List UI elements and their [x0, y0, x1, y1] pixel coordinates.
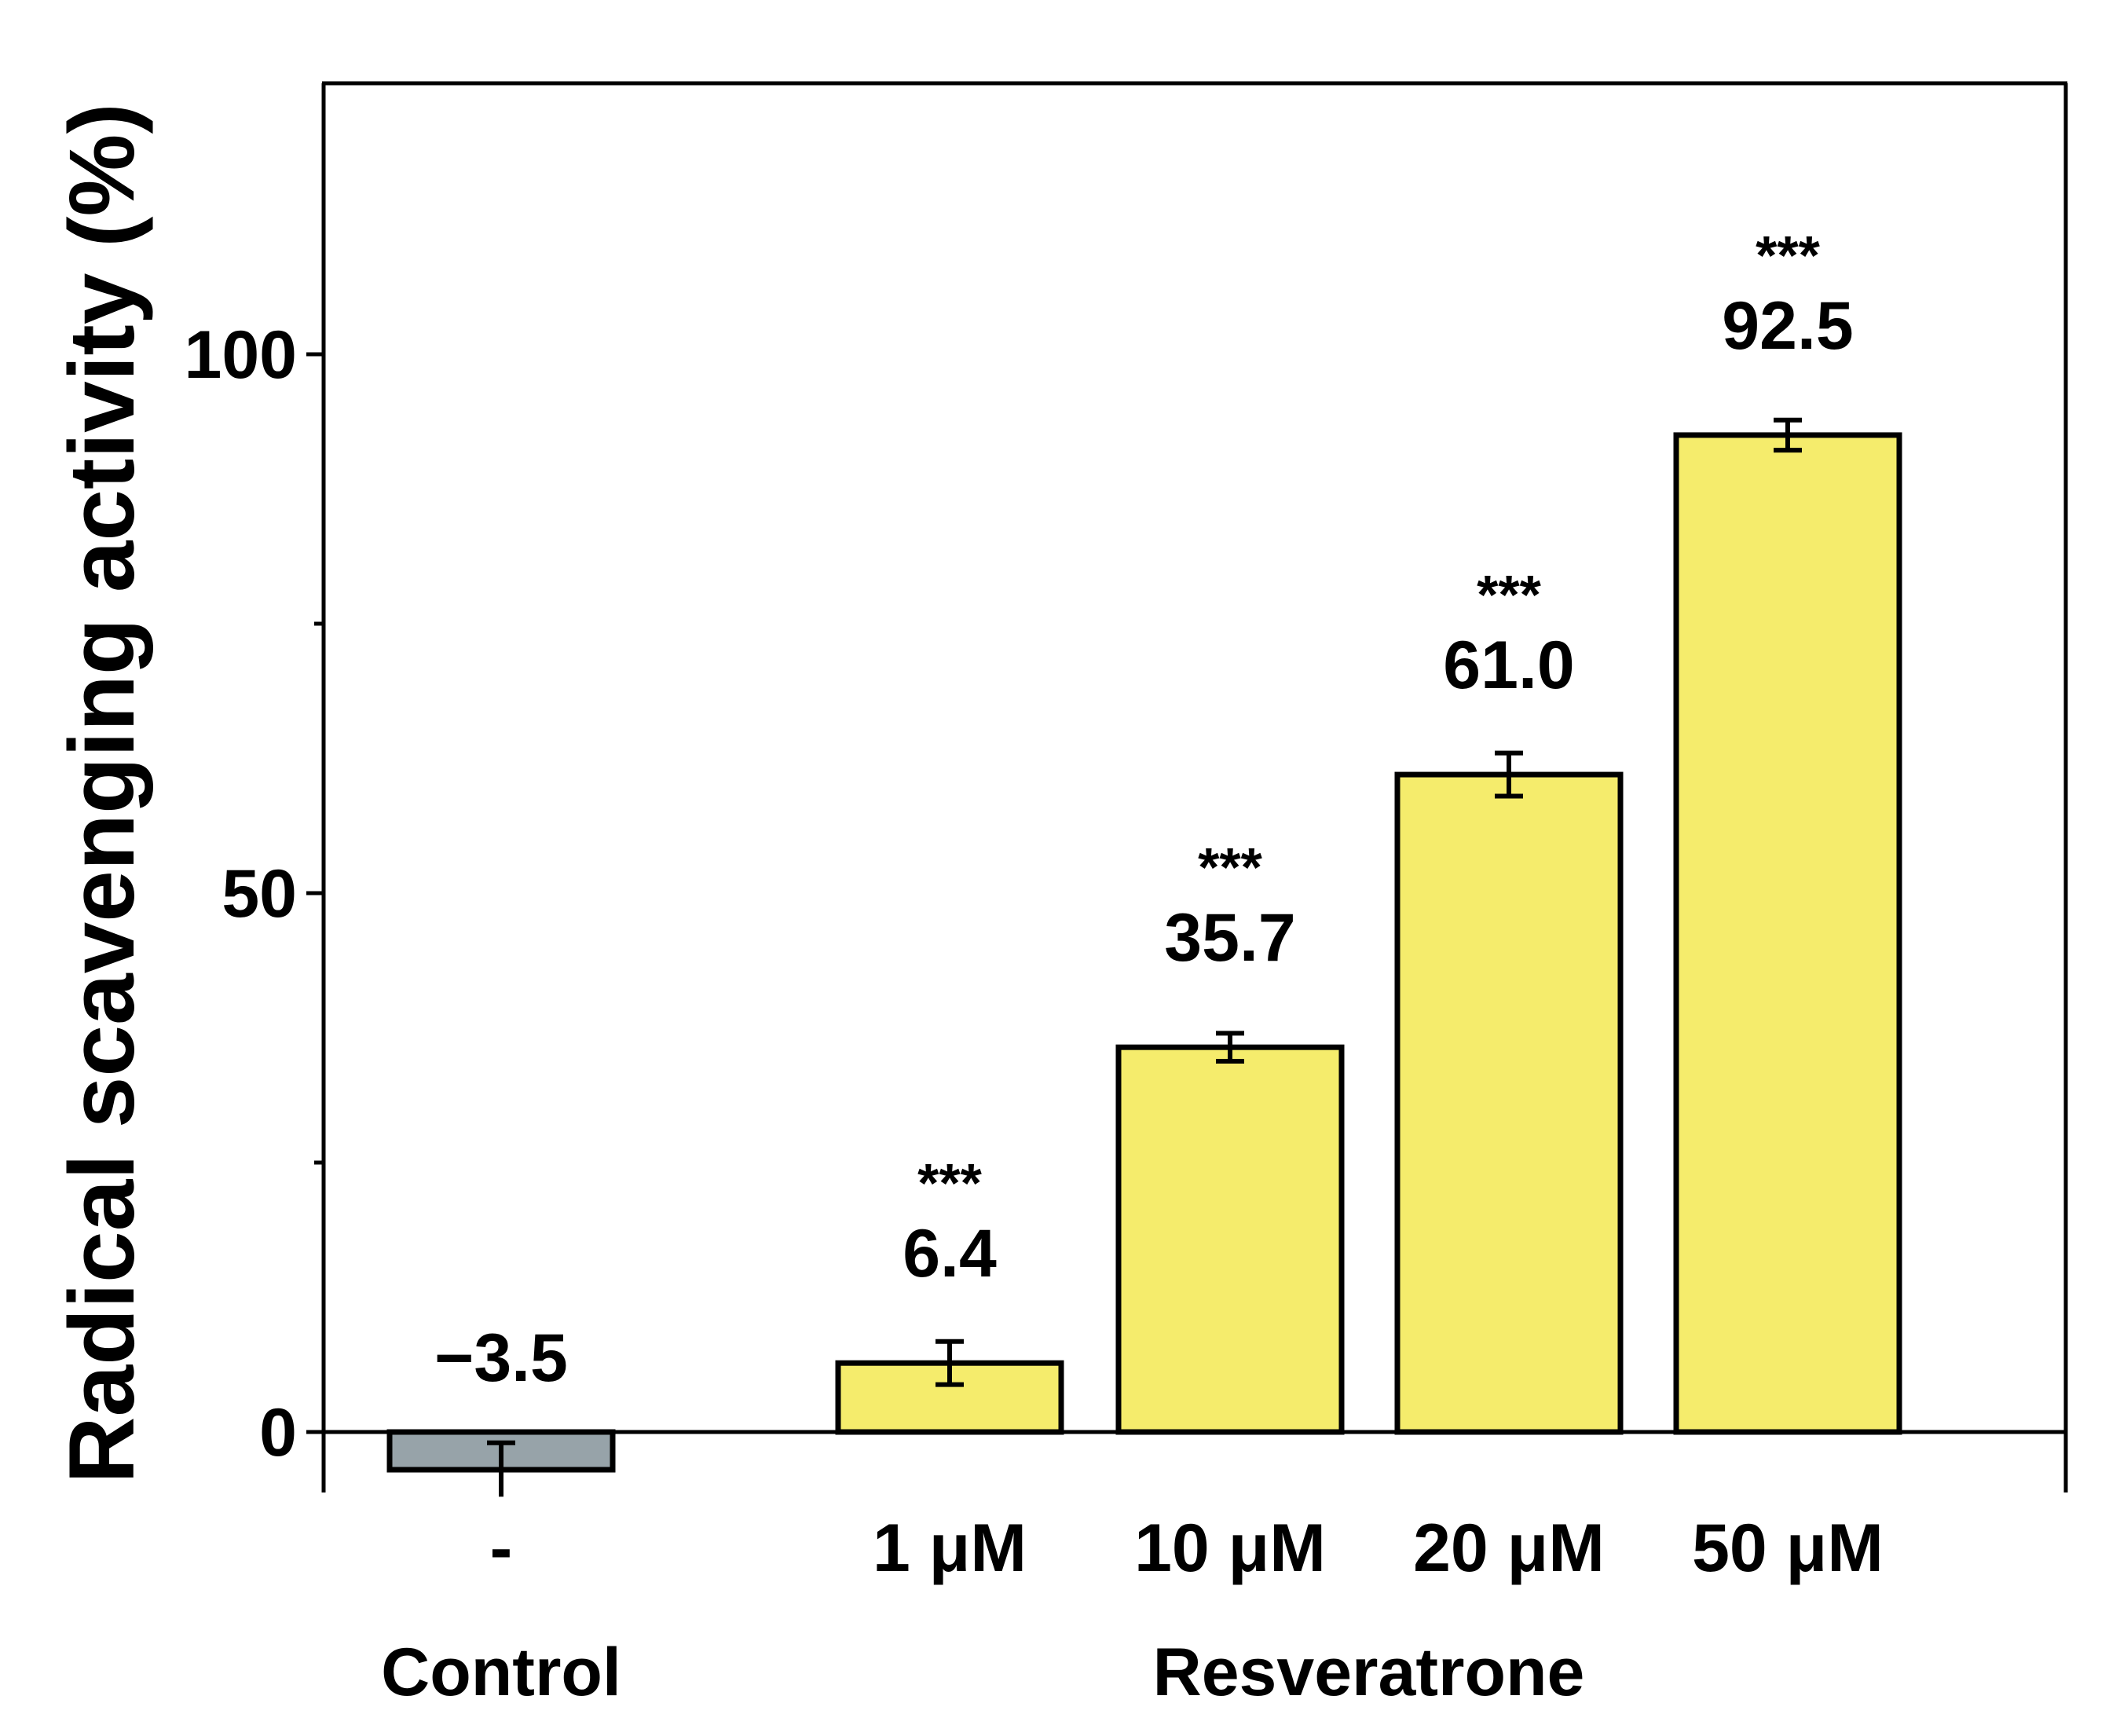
- y-axis-label: Radical scavenging activity (%): [50, 103, 154, 1484]
- y-tick-label-0: 0: [259, 1395, 297, 1470]
- significance-label-2: ***: [917, 1152, 982, 1214]
- value-label-1: −3.5: [434, 1320, 568, 1396]
- value-label-5: 92.5: [1722, 288, 1853, 364]
- bar-3: [1115, 1044, 1345, 1435]
- error-bar-4: [1495, 750, 1523, 799]
- error-bar-5: [1774, 417, 1802, 453]
- bar-5: [1673, 432, 1902, 1435]
- x-tick-label-4: 20 μM: [1413, 1511, 1605, 1586]
- x-tick-label-5: 50 μM: [1692, 1511, 1884, 1586]
- significance-label-5: ***: [1756, 225, 1820, 286]
- error-bars: [487, 417, 1802, 1497]
- value-label-2: 6.4: [903, 1216, 997, 1291]
- y-ticks: 0 50 100: [185, 317, 324, 1470]
- significance-label-4: ***: [1477, 564, 1541, 625]
- bars: [386, 432, 1902, 1473]
- group-label-1: Control: [381, 1635, 621, 1710]
- bar-4: [1394, 771, 1624, 1435]
- error-bar-1: [487, 1440, 515, 1497]
- x-tick-label-1: -: [490, 1511, 513, 1586]
- error-bar-2: [936, 1339, 964, 1387]
- value-label-4: 61.0: [1443, 628, 1574, 703]
- error-bar-3: [1216, 1031, 1244, 1064]
- x-tick-label-2: 1 μM: [873, 1511, 1027, 1586]
- x-tick-label-3: 10 μM: [1134, 1511, 1326, 1586]
- y-tick-label-100: 100: [185, 317, 298, 393]
- value-label-3: 35.7: [1164, 900, 1295, 976]
- significance-label-3: ***: [1198, 837, 1262, 898]
- y-tick-label-50: 50: [222, 856, 297, 932]
- group-label-2: Resveratrone: [1153, 1635, 1585, 1710]
